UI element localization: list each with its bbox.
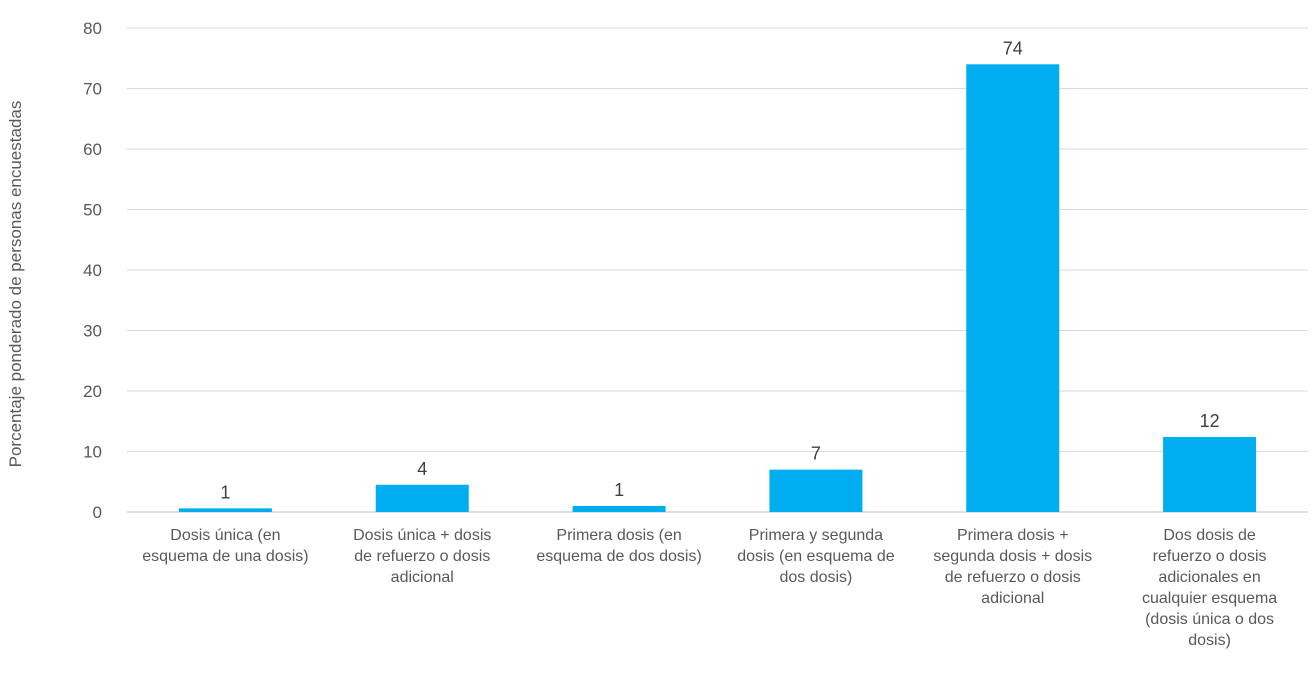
y-tick-label: 70 [83, 80, 102, 99]
bar [966, 64, 1060, 513]
category-label: Primera dosis + segunda dosis + dosis de r… [933, 527, 1092, 607]
bar [375, 484, 469, 512]
data-label: 74 [1003, 38, 1023, 58]
data-label: 1 [614, 480, 624, 500]
y-tick-label: 40 [83, 261, 102, 280]
category-label: Dosis única + dosis de refuerzo o dosis ad… [353, 527, 491, 586]
y-tick-label: 50 [83, 201, 102, 220]
y-axis-ticks: 0 10 20 30 40 50 60 70 80 [83, 19, 102, 522]
data-label: 1 [220, 482, 230, 502]
bar [769, 469, 863, 512]
y-axis-label: Porcentaje ponderado de personas encuest… [6, 101, 25, 468]
y-tick-label: 80 [83, 19, 102, 38]
y-tick-label: 60 [83, 140, 102, 159]
y-tick-label: 30 [83, 322, 102, 341]
bars [178, 64, 1257, 513]
gridlines [127, 27, 1308, 513]
data-label: 4 [417, 459, 427, 479]
y-tick-label: 20 [83, 382, 102, 401]
x-axis-category-labels: Dosis única (en esquema de una dosis) Dosi… [142, 527, 1277, 649]
category-label: Primera dosis (en esquema de dos dosis) [536, 527, 701, 565]
y-tick-label: 10 [83, 443, 102, 462]
y-tick-label: 0 [93, 503, 102, 522]
bar [178, 508, 272, 512]
category-label: Dos dosis de refuerzo o dosis adicionales … [1142, 527, 1277, 649]
category-label: Dosis única (en esquema de una dosis) [142, 527, 308, 565]
data-labels: 1 4 1 7 74 12 [220, 38, 1219, 502]
data-label: 7 [811, 444, 821, 464]
category-label: Primera y segunda dosis (en esquema de dos… [737, 527, 895, 586]
data-label: 12 [1200, 411, 1220, 431]
bar [572, 505, 666, 512]
bar [1163, 436, 1257, 512]
